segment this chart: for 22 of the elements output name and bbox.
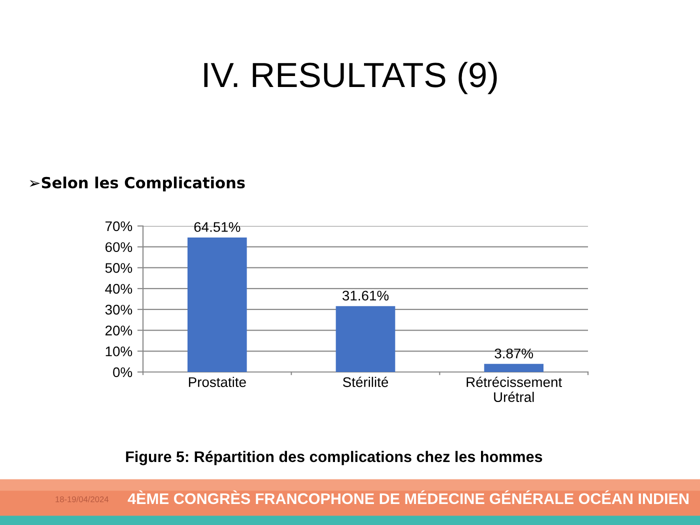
y-tick-label: 30% <box>105 304 132 315</box>
y-tick-label: 50% <box>105 263 132 273</box>
data-label: 64.51% <box>194 222 240 232</box>
y-tick-label: 60% <box>105 242 132 252</box>
y-tick-label: 20% <box>105 326 132 336</box>
bar <box>188 237 247 372</box>
y-tick-label: 40% <box>105 284 132 294</box>
x-tick-label: Stérilité <box>342 376 388 388</box>
y-tick-label: 10% <box>106 346 132 356</box>
bar <box>484 364 544 372</box>
text: 4ÈME CONGRÈS FRANCOPHONE DE MÉDECINE GÉNÉRALE OCÉAN INDIEN <box>128 490 688 504</box>
x-tick-label: Prostatite <box>188 376 246 388</box>
data-label: 3.87% <box>494 348 534 358</box>
y-tick-label: 0% <box>113 367 132 378</box>
caption: Figure 5: Répartition des complications chez les hommes <box>126 450 542 466</box>
x-tick-label: Rétrécissement Urétral <box>466 376 562 402</box>
data-label: 31.61% <box>342 290 389 301</box>
chart-title: IV. RESULTATS (9) <box>204 62 497 94</box>
text: 18-19/04/2024 <box>56 496 109 502</box>
chart-subtitle: ➢Selon les Complications <box>30 176 245 192</box>
bar <box>336 306 396 372</box>
y-tick-label: 70% <box>106 221 132 232</box>
